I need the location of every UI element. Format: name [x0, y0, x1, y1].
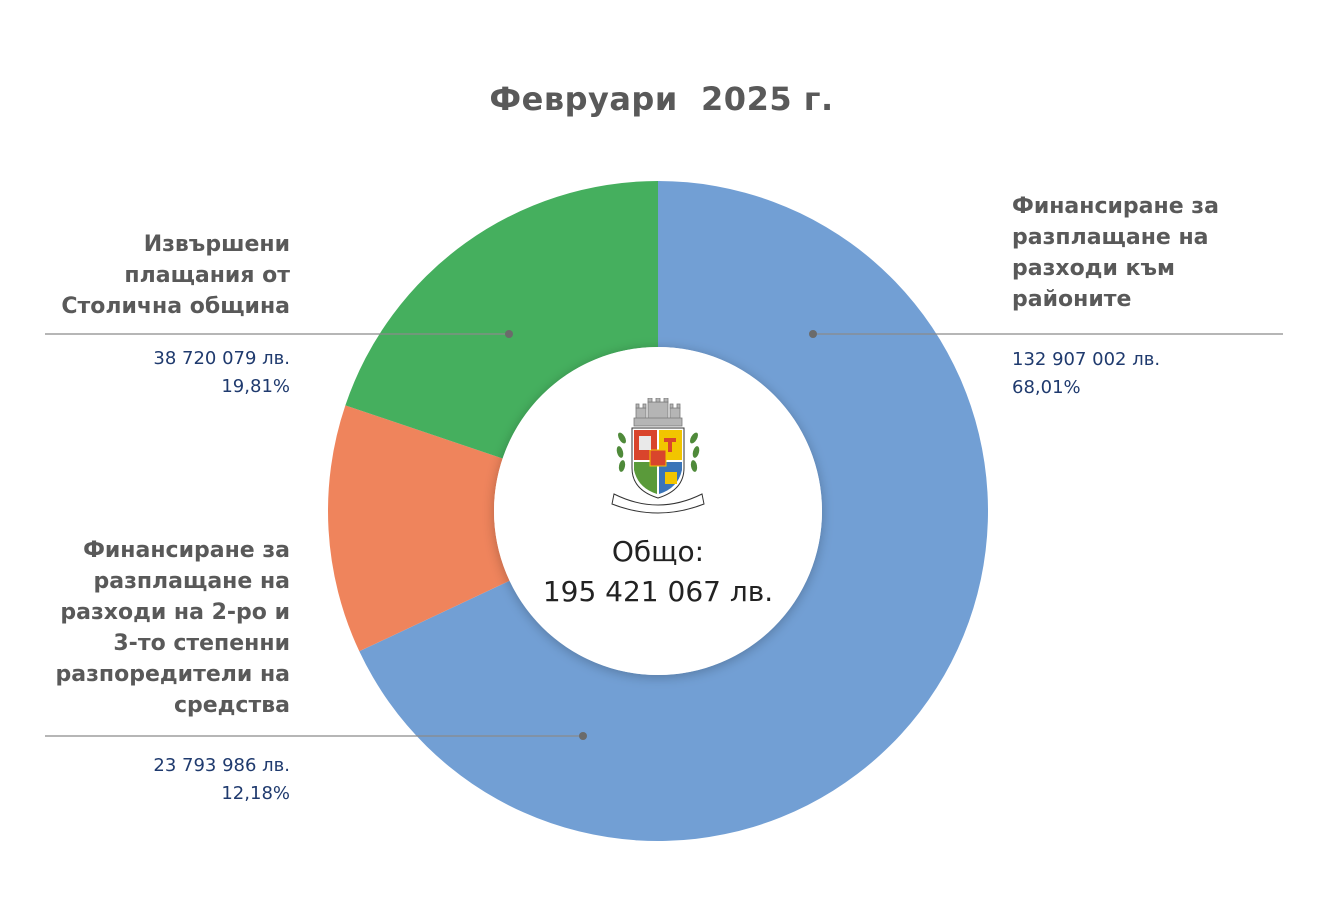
slice-districts [359, 181, 988, 841]
slice-secondary-spenders [327, 405, 510, 652]
center-total-label: Общо: [611, 535, 705, 568]
slice-amount-districts: 132 907 002 лв. [1012, 349, 1161, 370]
slice-label-secondary-spenders: Финансиране за разплащане на разходи на … [55, 538, 290, 718]
slice-percent-secondary-spenders: 12,18% [221, 783, 290, 804]
slice-label-municipality: Извършени плащания от Столична община [61, 232, 290, 319]
center-total-value: 195 421 067 лв. [542, 575, 774, 608]
leader-municipality-dot [505, 330, 513, 338]
donut-slices [327, 181, 988, 841]
chart-title: Февруари 2025 г. [489, 80, 834, 118]
slice-value-secondary-spenders: 23 793 986 лв. 12,18% [40, 752, 290, 808]
slice-value-municipality: 38 720 079 лв. 19,81% [40, 345, 290, 401]
slice-amount-municipality: 38 720 079 лв. [153, 348, 290, 369]
slice-label-districts: Финансиране за разплащане на разходи към… [1012, 194, 1219, 312]
slice-percent-municipality: 19,81% [221, 376, 290, 397]
slice-percent-districts: 68,01% [1012, 377, 1081, 398]
slice-municipality [345, 181, 658, 459]
leader-districts-dot [809, 330, 817, 338]
leader-lines [45, 330, 1283, 740]
slice-value-districts: 132 907 002 лв. 68,01% [1012, 346, 1160, 402]
leader-secondary-spenders-dot [579, 732, 587, 740]
slice-amount-secondary-spenders: 23 793 986 лв. [153, 755, 290, 776]
coat-of-arms-logo [611, 398, 705, 514]
center-total: Общо: 195 421 067 лв. [508, 532, 808, 612]
